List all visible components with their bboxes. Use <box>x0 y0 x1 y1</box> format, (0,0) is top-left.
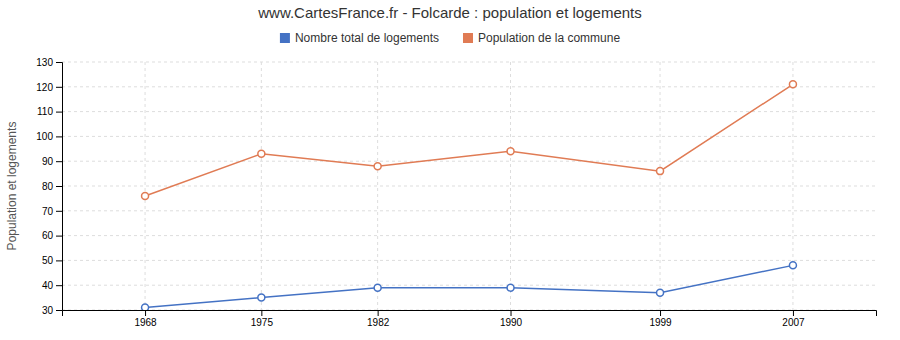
y-tick-label: 110 <box>37 106 53 117</box>
x-tick-label: 1990 <box>500 317 523 328</box>
series-point <box>507 284 514 291</box>
x-axis: 1968 1975 1982 1990 1999 2007 <box>63 310 877 328</box>
grid-line-y <box>62 235 876 236</box>
y-axis-title: Population et logements <box>5 122 19 251</box>
grid-line-x <box>792 62 793 310</box>
grid-line-y <box>62 285 876 286</box>
y-tick-label: 40 <box>42 280 54 291</box>
series-point <box>374 163 381 170</box>
y-tick-mark <box>56 236 62 237</box>
y-tick: 30 <box>42 305 62 316</box>
series-line <box>145 84 793 196</box>
y-tick-mark <box>56 211 62 212</box>
legend-item: Population de la commune <box>463 31 620 45</box>
y-tick-mark <box>56 310 62 311</box>
x-tick-mark <box>793 310 794 316</box>
x-tick-mark <box>378 310 379 316</box>
chart-svg: www.CartesFrance.fr - Folcarde : populat… <box>0 0 900 340</box>
series-point <box>258 294 265 301</box>
y-axis-line <box>56 63 63 311</box>
series-point <box>657 289 664 296</box>
series-point <box>657 168 664 175</box>
grid <box>62 62 876 310</box>
x-tick: 1990 <box>500 310 523 328</box>
x-axis-line <box>63 311 877 317</box>
y-tick-label: 120 <box>36 82 53 93</box>
y-tick-label: 60 <box>42 230 54 241</box>
legend-label: Nombre total de logements <box>295 31 439 45</box>
plot-area: 1968 1975 1982 1990 1999 2007 30 40 50 60 70 80 90 10… <box>36 57 876 328</box>
x-tick-mark <box>511 310 512 316</box>
x-tick-label: 1968 <box>134 317 157 328</box>
legend-swatch <box>280 33 290 43</box>
y-tick-mark <box>56 285 62 286</box>
y-tick-label: 50 <box>42 255 54 266</box>
y-tick-mark <box>56 62 62 63</box>
y-tick: 120 <box>36 82 62 93</box>
y-tick: 50 <box>42 255 62 266</box>
y-axis: 30 40 50 60 70 80 90 100 110 120 130 <box>36 57 62 316</box>
y-tick-label: 70 <box>42 206 54 217</box>
chart-title: www.CartesFrance.fr - Folcarde : populat… <box>257 4 642 21</box>
y-tick-mark <box>56 186 62 187</box>
series-point <box>142 304 149 310</box>
y-tick-label: 130 <box>36 57 53 68</box>
legend: Nombre total de logements Population de l… <box>280 31 620 45</box>
y-tick: 130 <box>36 57 62 68</box>
y-tick: 100 <box>36 131 62 142</box>
grid-line-y <box>62 260 876 261</box>
grid-line-y <box>62 186 876 187</box>
x-tick: 1975 <box>251 310 274 328</box>
y-tick-label: 100 <box>36 131 53 142</box>
series-point <box>258 150 265 157</box>
grid-line-y <box>62 111 876 112</box>
y-tick-mark <box>56 112 62 113</box>
series-point <box>142 192 149 199</box>
y-tick-mark <box>56 260 62 261</box>
x-tick-mark <box>660 310 661 316</box>
series-point <box>507 148 514 155</box>
y-tick-mark <box>56 136 62 137</box>
chart-container: www.CartesFrance.fr - Folcarde : populat… <box>0 0 900 340</box>
x-tick-label: 1999 <box>649 317 672 328</box>
y-tick: 40 <box>42 280 62 291</box>
legend-label: Population de la commune <box>478 31 620 45</box>
marks <box>142 81 797 310</box>
x-tick-label: 2007 <box>782 317 805 328</box>
x-tick-mark <box>145 310 146 316</box>
x-tick: 1968 <box>134 310 157 328</box>
grid-line-x <box>377 62 378 310</box>
grid-line-y <box>62 161 876 162</box>
x-tick: 2007 <box>782 310 805 328</box>
legend-swatch <box>463 33 473 43</box>
y-tick-label: 30 <box>42 305 54 316</box>
legend-item: Nombre total de logements <box>280 31 439 45</box>
grid-line-x <box>261 62 262 310</box>
grid-line-x <box>510 62 511 310</box>
y-tick: 110 <box>37 106 62 117</box>
y-tick-label: 80 <box>42 181 54 192</box>
series-point <box>374 284 381 291</box>
grid-line-x <box>145 62 146 310</box>
grid-line-y <box>62 86 876 87</box>
grid-line-y <box>62 62 876 63</box>
series-point <box>789 262 796 269</box>
x-tick-label: 1982 <box>367 317 390 328</box>
y-tick: 70 <box>42 206 62 217</box>
y-tick-label: 90 <box>42 156 54 167</box>
series-point <box>789 81 796 88</box>
y-tick-mark <box>56 161 62 162</box>
x-tick: 1999 <box>649 310 672 328</box>
grid-line-y <box>62 210 876 211</box>
x-tick-mark <box>261 310 262 316</box>
y-tick: 90 <box>42 156 62 167</box>
x-tick: 1982 <box>367 310 390 328</box>
y-tick: 80 <box>42 181 62 192</box>
x-tick-label: 1975 <box>251 317 274 328</box>
grid-line-x <box>660 62 661 310</box>
y-tick: 60 <box>42 230 62 241</box>
series-line <box>145 265 793 307</box>
y-tick-mark <box>56 87 62 88</box>
grid-line-y <box>62 136 876 137</box>
